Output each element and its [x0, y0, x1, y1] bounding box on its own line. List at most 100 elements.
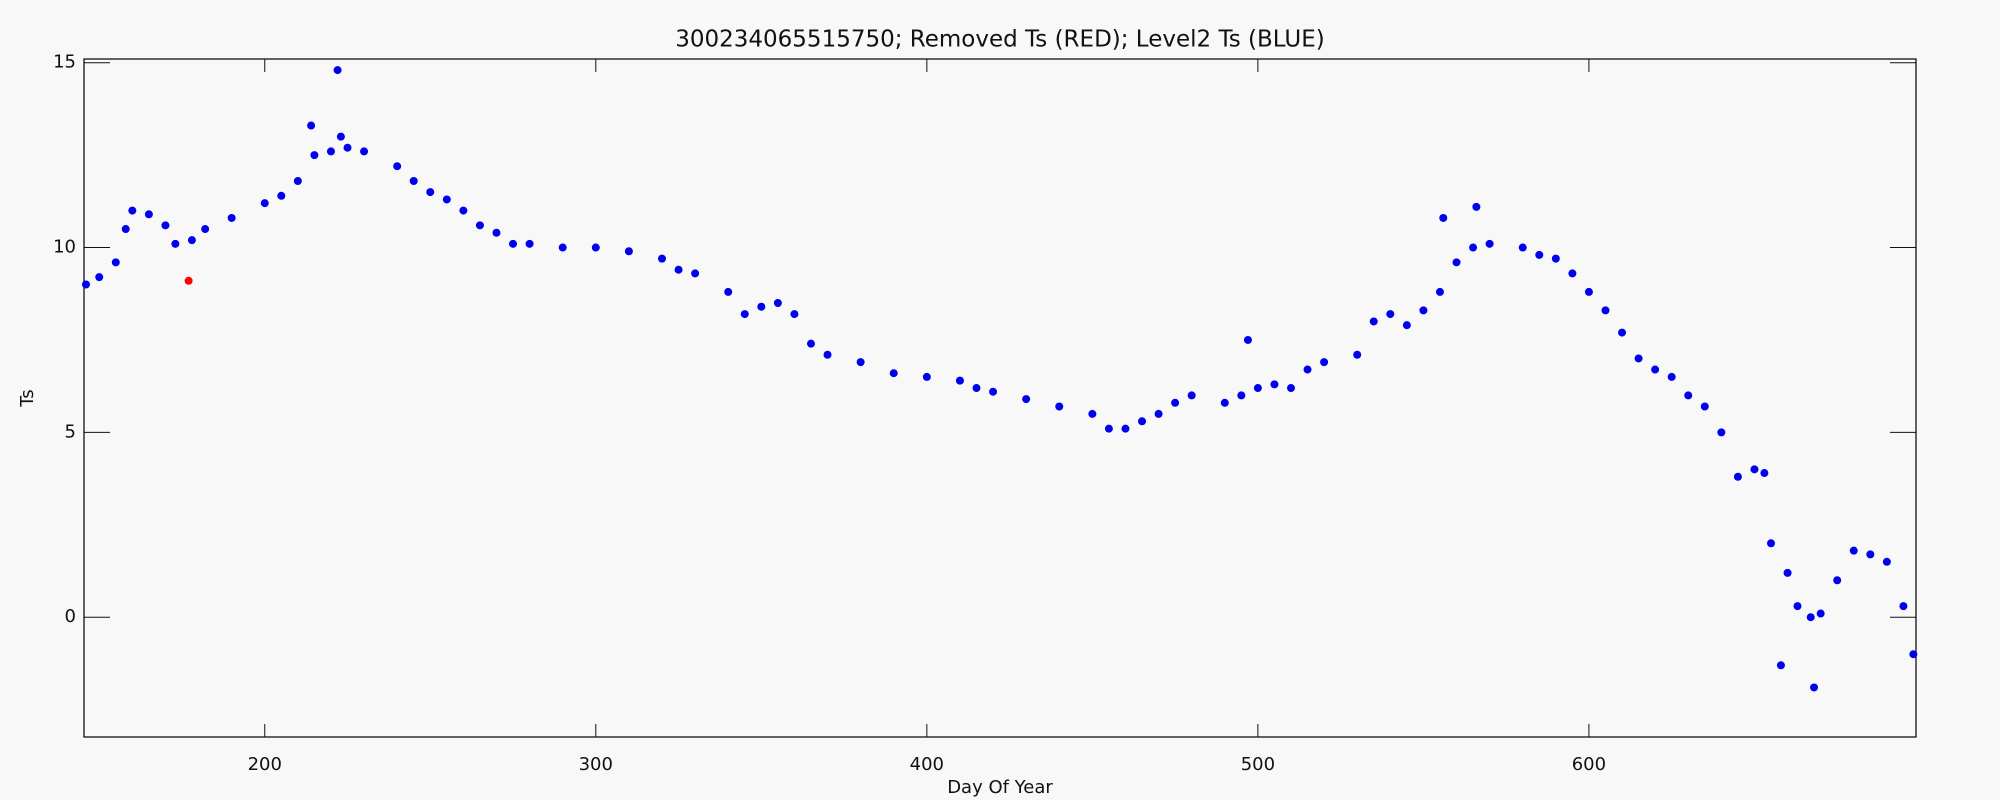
data-point: [277, 191, 286, 200]
data-point: [1535, 250, 1544, 259]
data-point: [1816, 609, 1825, 618]
data-point: [1369, 317, 1378, 326]
data-point: [1909, 650, 1918, 659]
data-point: [1386, 310, 1395, 319]
data-point: [1717, 428, 1726, 437]
data-point: [1220, 398, 1229, 407]
data-point: [1055, 402, 1064, 411]
data-point: [184, 276, 193, 285]
data-point: [989, 387, 998, 396]
data-point: [658, 254, 667, 263]
data-point: [1154, 409, 1163, 418]
x-tick-label: 600: [1572, 754, 1606, 775]
data-point: [1104, 424, 1113, 433]
data-point: [1651, 365, 1660, 374]
data-point: [1584, 287, 1593, 296]
data-point: [360, 147, 369, 156]
data-point: [1849, 546, 1858, 555]
data-point: [525, 239, 534, 248]
data-point: [81, 280, 90, 289]
x-tick-label: 200: [248, 754, 282, 775]
data-point: [393, 162, 402, 171]
data-point: [1601, 306, 1610, 315]
data-point: [1485, 239, 1494, 248]
data-point: [1866, 550, 1875, 559]
data-point: [260, 199, 269, 208]
data-point: [955, 376, 964, 385]
data-point: [1439, 213, 1448, 222]
y-axis-label: Ts: [17, 389, 38, 407]
data-point: [740, 310, 749, 319]
x-tick-label: 500: [1241, 754, 1275, 775]
data-point: [757, 302, 766, 311]
data-point: [1667, 372, 1676, 381]
data-point: [1435, 287, 1444, 296]
data-point: [1419, 306, 1428, 315]
data-point: [790, 310, 799, 319]
data-point: [1353, 350, 1362, 359]
data-point: [144, 210, 153, 219]
x-axis-label: Day Of Year: [947, 777, 1053, 798]
data-point: [1760, 469, 1769, 478]
data-point: [333, 66, 342, 75]
data-point: [161, 221, 170, 230]
data-point: [1899, 602, 1908, 611]
data-point: [674, 265, 683, 274]
data-point: [1253, 384, 1262, 393]
data-point: [823, 350, 832, 359]
data-point: [1243, 335, 1252, 344]
data-point: [201, 225, 210, 234]
data-point: [307, 121, 316, 130]
y-tick-label: 10: [53, 237, 76, 258]
data-point: [1270, 380, 1279, 389]
data-point: [691, 269, 700, 278]
data-point: [591, 243, 600, 252]
data-point: [310, 151, 319, 160]
data-point: [1138, 417, 1147, 426]
data-point: [343, 143, 352, 152]
data-point: [187, 236, 196, 245]
data-point: [1469, 243, 1478, 252]
data-point: [1783, 568, 1792, 577]
data-point: [972, 384, 981, 393]
data-point: [922, 372, 931, 381]
data-point: [409, 176, 418, 185]
data-point: [293, 176, 302, 185]
data-point: [426, 188, 435, 197]
data-point: [1618, 328, 1627, 337]
data-point: [1187, 391, 1196, 400]
data-point: [492, 228, 501, 237]
data-point: [1452, 258, 1461, 267]
data-point: [1700, 402, 1709, 411]
y-tick-label: 15: [53, 52, 76, 73]
data-point: [624, 247, 633, 256]
data-point: [1833, 576, 1842, 585]
data-point: [1776, 661, 1785, 670]
y-tick-label: 5: [65, 421, 76, 442]
data-point: [336, 132, 345, 141]
data-point: [121, 225, 130, 234]
data-point: [1684, 391, 1693, 400]
data-point: [1568, 269, 1577, 278]
data-point: [1634, 354, 1643, 363]
data-point: [1303, 365, 1312, 374]
y-tick-label: 0: [65, 606, 76, 627]
data-point: [1171, 398, 1180, 407]
data-point: [1472, 202, 1481, 211]
data-point: [95, 273, 104, 282]
data-point: [558, 243, 567, 252]
data-point: [227, 213, 236, 222]
data-point: [128, 206, 137, 215]
data-point: [856, 358, 865, 367]
data-point: [724, 287, 733, 296]
data-point: [442, 195, 451, 204]
data-point: [1793, 602, 1802, 611]
x-tick-label: 300: [579, 754, 613, 775]
data-point: [1806, 613, 1815, 622]
data-point: [1750, 465, 1759, 474]
data-point: [1402, 321, 1411, 330]
data-point: [1767, 539, 1776, 548]
data-point: [1882, 557, 1891, 566]
data-point: [1810, 683, 1819, 692]
